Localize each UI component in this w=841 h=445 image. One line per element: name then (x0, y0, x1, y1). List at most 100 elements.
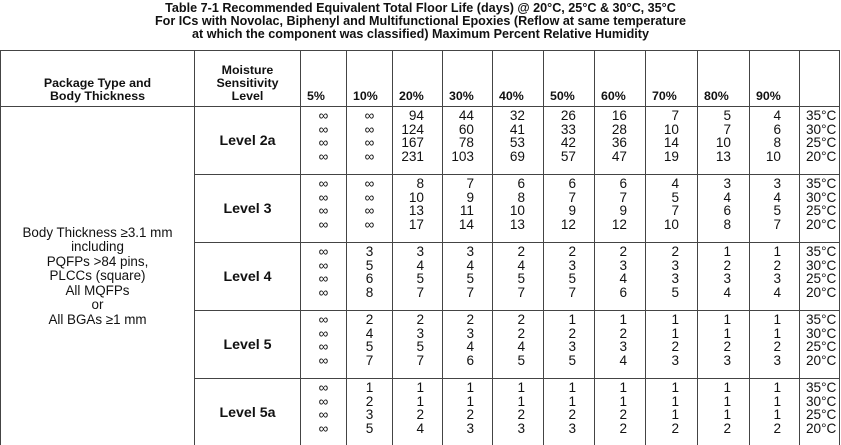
floor-life-value: 42 (560, 135, 576, 151)
rh-30-values: 7 9 11 14 (442, 174, 493, 243)
temperature-label: 35°C (806, 380, 837, 395)
floor-life-value: 103 (451, 148, 474, 164)
floor-life-value: 2 (568, 325, 576, 341)
package-line-1: Body Thickness ≥3.1 mm (22, 225, 173, 241)
package-description-cell: Body Thickness ≥3.1 mm including PQFPs >84… (0, 106, 195, 445)
floor-life-value: 7 (517, 284, 525, 300)
floor-life-value: 4 (517, 257, 525, 273)
floor-life-value: 3 (773, 176, 781, 191)
floor-life-value: ∞ (318, 244, 329, 259)
floor-life-value: ∞ (364, 108, 375, 123)
floor-life-value: ∞ (364, 148, 375, 164)
floor-life-value: 8 (365, 284, 374, 300)
temperature-label: 30°C (806, 189, 837, 205)
floor-life-value: 1 (517, 393, 525, 409)
msl-header-line-3: Level (231, 89, 264, 103)
rh-60-values: 6 7 9 12 (594, 174, 646, 243)
temperature-label: 25°C (806, 407, 837, 423)
floor-life-value: 1 (723, 244, 731, 259)
temperature-label: 35°C (806, 244, 837, 259)
floor-life-value: 2 (773, 339, 781, 355)
floor-life-value: ∞ (318, 352, 329, 368)
floor-life-value: ∞ (318, 420, 329, 436)
rh-80-values: 5 7 10 13 (697, 106, 750, 175)
floor-life-value: 4 (517, 339, 525, 355)
floor-life-value: 1 (619, 380, 627, 395)
package-header-label: Package Type and Body Thickness (1, 77, 194, 103)
title-line-1: Table 7-1 Recommended Equivalent Total F… (165, 1, 676, 15)
floor-life-value: 9 (466, 189, 474, 205)
pct-header-10: 10% (346, 50, 393, 107)
floor-life-value: 36 (611, 135, 627, 151)
floor-life-value: 1 (517, 380, 525, 395)
rh-5-values: ∞ ∞ ∞ ∞ (300, 174, 347, 243)
floor-life-value: 1 (773, 380, 781, 395)
floor-life-value: 10 (663, 216, 679, 232)
floor-life-value: 2 (466, 312, 474, 327)
floor-life-value: 2 (619, 325, 627, 341)
floor-life-value: ∞ (318, 189, 329, 205)
floor-life-value: 2 (619, 420, 627, 436)
rh-40-values: 6 8 10 13 (492, 174, 544, 243)
floor-life-value: ∞ (318, 393, 329, 409)
floor-life-value: 1 (416, 380, 424, 395)
floor-life-value: 2 (723, 257, 731, 273)
msl-header-label: Moisture Sensitivity Level (195, 64, 300, 103)
floor-life-value: 12 (560, 216, 576, 232)
floor-life-value: 7 (619, 189, 627, 205)
floor-life-value: 3 (517, 420, 525, 436)
floor-life-value: 7 (568, 189, 576, 205)
floor-life-value: ∞ (318, 148, 329, 164)
floor-life-value: 3 (671, 271, 679, 287)
floor-life-value: 3 (568, 257, 576, 273)
floor-life-value: 5 (568, 271, 576, 287)
temperature-label: 35°C (806, 108, 837, 123)
pct-header-40: 40% (492, 50, 544, 107)
floor-life-value: ∞ (318, 325, 329, 341)
temperature-label: 20°C (806, 148, 837, 164)
floor-life-value: 5 (773, 203, 781, 219)
floor-life-value: 2 (723, 420, 731, 436)
floor-life-value: 2 (723, 339, 731, 355)
level-row: Level 5 ∞ ∞ ∞ ∞ 2 4 5 7 2 3 5 7 2 3 4 6 2 2 4 5 1 2 3 5 1 2 3 4 1 1 2 3 1… (1, 310, 840, 379)
floor-life-value: 5 (517, 352, 525, 368)
floor-life-value: 7 (466, 284, 474, 300)
package-header: Package Type and Body Thickness (0, 50, 195, 107)
floor-life-value: 1 (773, 393, 781, 409)
floor-life-value: 1 (773, 407, 781, 423)
table-body: Body Thickness ≥3.1 mm including PQFPs >84… (0, 106, 840, 445)
floor-life-value: 2 (517, 325, 525, 341)
rh-40-values: 32 41 53 69 (492, 106, 544, 175)
floor-life-value: ∞ (318, 216, 329, 232)
floor-life-value: 1 (568, 380, 576, 395)
msl-header-line-1: Moisture (221, 63, 274, 77)
floor-life-value: 8 (773, 135, 781, 151)
msl-level-label: Level 4 (194, 242, 301, 311)
floor-life-value: 10 (715, 135, 731, 151)
floor-life-value: 3 (773, 271, 781, 287)
floor-life-value: 3 (723, 176, 731, 191)
msl-level-label: Level 2a (194, 106, 301, 175)
floor-life-value: 14 (663, 135, 679, 151)
floor-life-value: 7 (671, 203, 679, 219)
floor-life-value: 69 (509, 148, 525, 164)
floor-life-value: 1 (619, 393, 627, 409)
floor-life-value: 6 (365, 271, 374, 287)
floor-life-value: 3 (671, 257, 679, 273)
floor-life-value: 5 (416, 339, 424, 355)
floor-life-value: 2 (365, 312, 374, 327)
floor-life-value: ∞ (364, 135, 375, 151)
header-row: Package Type and Body Thickness Moisture S… (0, 50, 840, 107)
temperature-label: 25°C (806, 339, 837, 355)
floor-life-value: 4 (723, 189, 731, 205)
msl-level-label: Level 5a (194, 378, 301, 445)
pct-header-90: 90% (749, 50, 800, 107)
floor-life-value: 4 (466, 257, 474, 273)
